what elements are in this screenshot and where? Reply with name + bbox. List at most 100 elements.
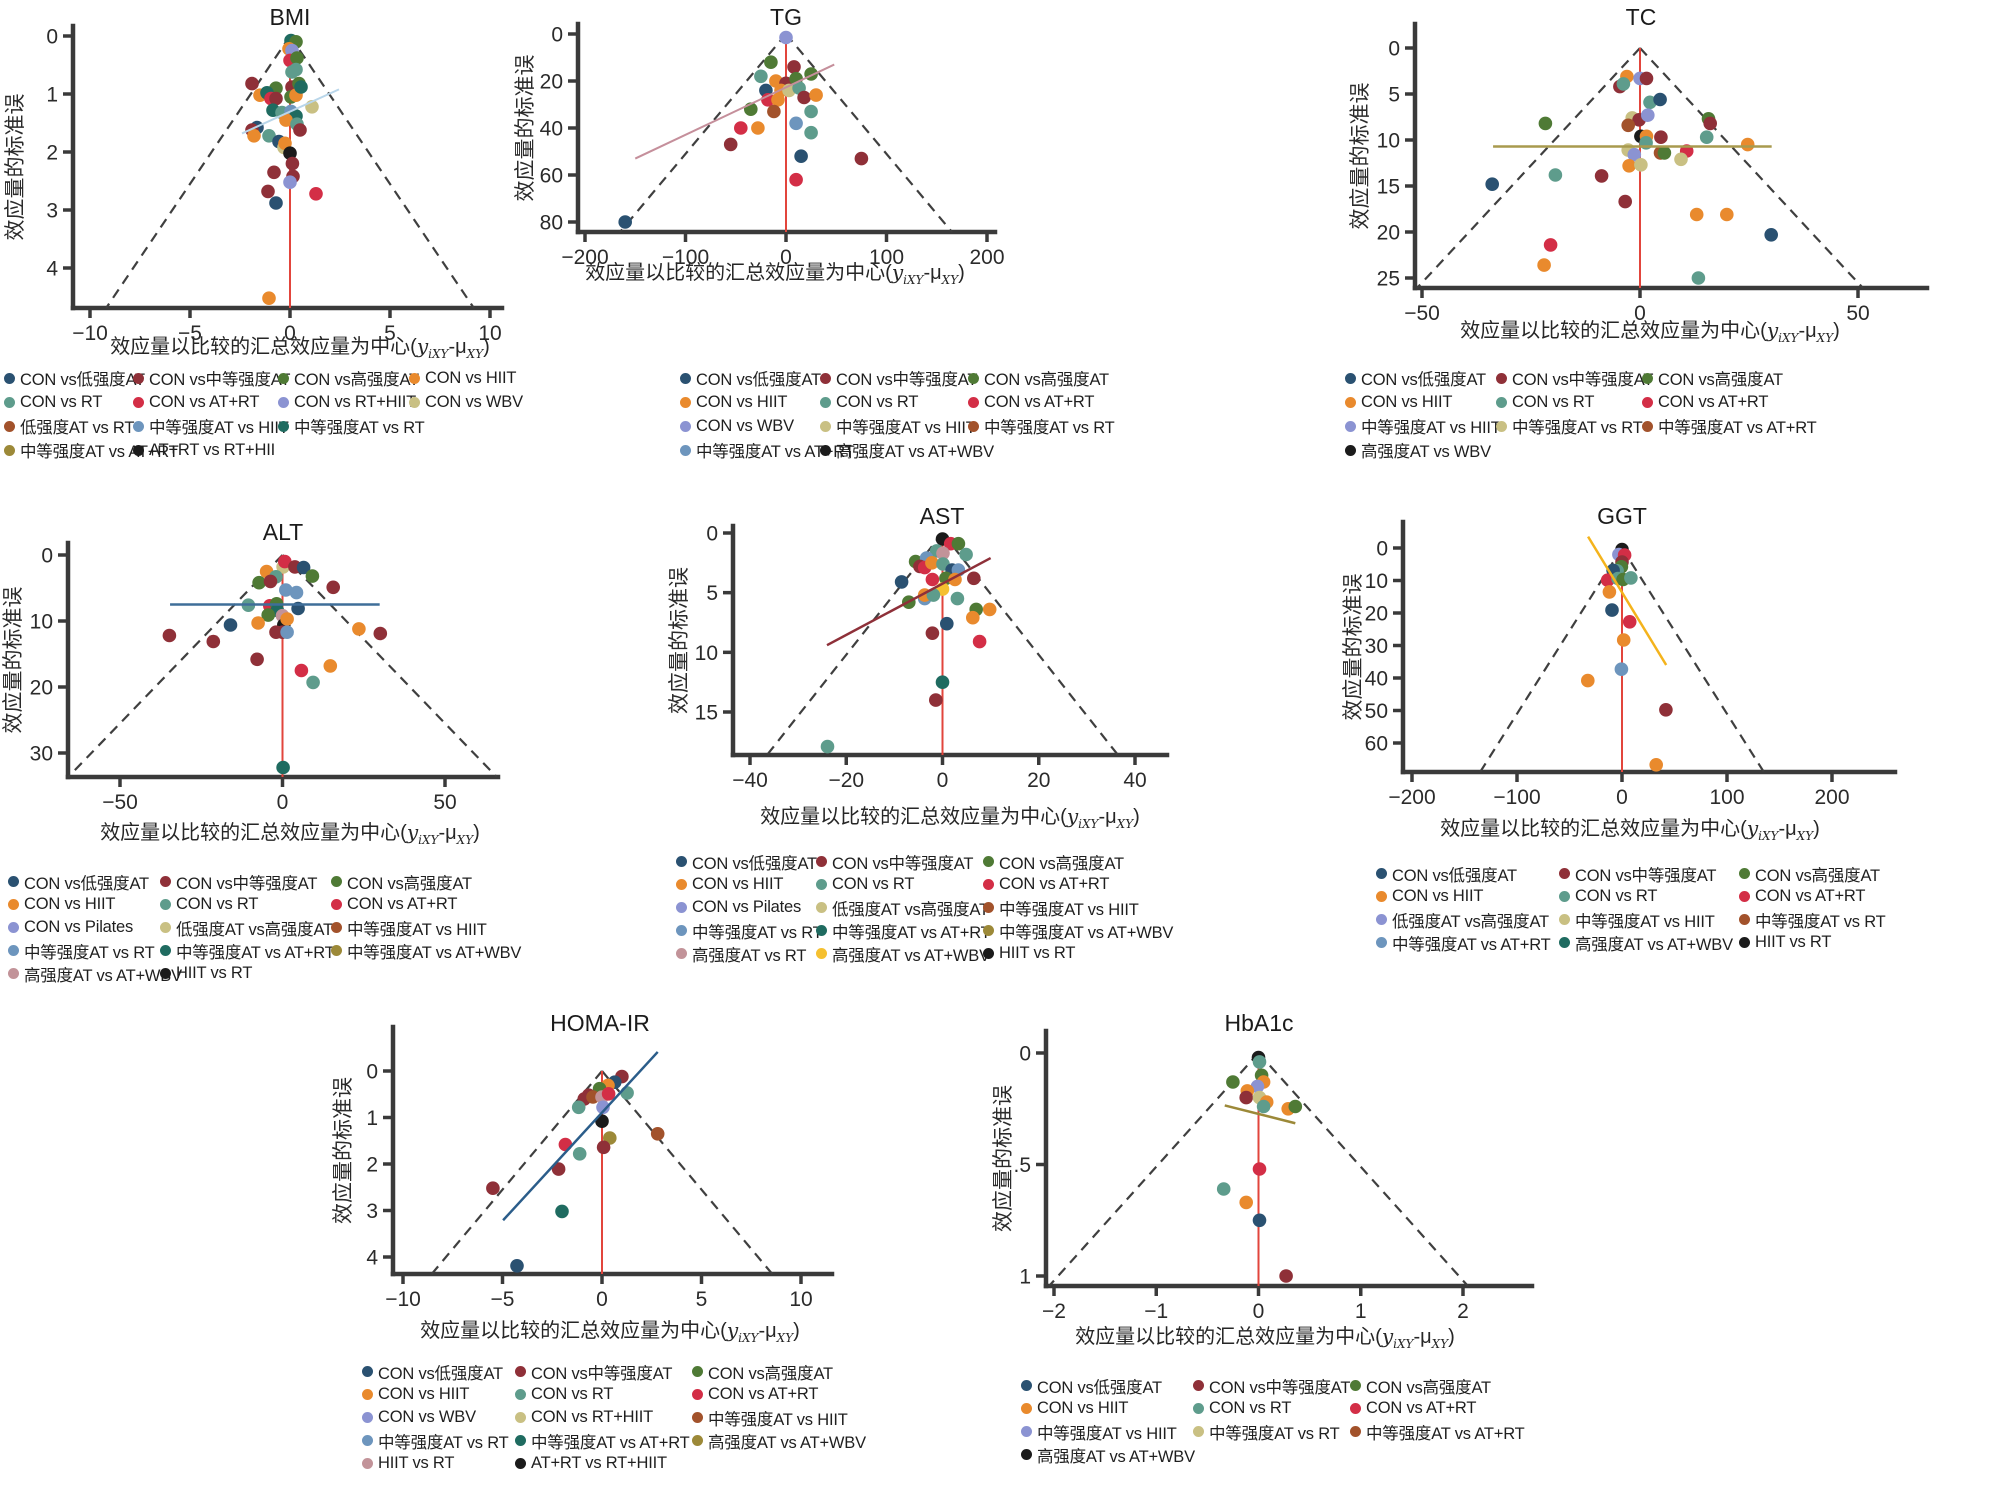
legend-item: CON vs RT [816, 875, 983, 894]
legend-item: HIIT vs RT [362, 1454, 515, 1473]
x-axis-label-part: 效应量以比较的汇总效应量为中心( [100, 822, 407, 844]
legend-item: HIIT vs RT [983, 944, 1075, 963]
legend-item-label: CON vs高强度AT [347, 874, 472, 893]
data-point [262, 291, 276, 306]
data-points [618, 30, 869, 229]
legend-item-label: CON vs WBV [696, 416, 794, 435]
data-point [929, 693, 943, 707]
x-axis-label-part: 效应量以比较的汇总效应量为中心( [1075, 1326, 1382, 1348]
regression-line [241, 88, 340, 135]
data-point [245, 76, 259, 91]
legend-item: 中等强度AT vs AT+RT [515, 1429, 692, 1453]
axis-spines [1412, 21, 1930, 291]
legend-item: CON vs低强度AT [1021, 1374, 1193, 1398]
x-axis-label-part: 效应量以比较的汇总效应量为中心( [1460, 320, 1767, 342]
legend-item-label: CON vs HIIT [1392, 887, 1484, 905]
legend-dot-icon [160, 922, 171, 933]
data-point [276, 760, 290, 775]
y-axis-label: 效应量的标准误 [668, 567, 691, 714]
legend: CON vs低强度AT CON vs中等强度AT CON vs高强度AT CON vs… [1345, 366, 1817, 462]
legend-dot-icon [8, 876, 19, 887]
data-point [1654, 130, 1668, 144]
x-axis-label-part: XY [776, 1331, 794, 1345]
data-point [269, 196, 283, 210]
data-point [1581, 673, 1595, 688]
x-axis-label-part: ) [1833, 320, 1840, 342]
legend-item: CON vs高强度AT [278, 366, 419, 390]
y-tick-label: 10 [1365, 570, 1388, 593]
legend-dot-icon [515, 1366, 526, 1377]
legend-item-label: 中等强度AT vs RT [1755, 912, 1886, 931]
data-point [1624, 571, 1638, 585]
legend-item-label: CON vs高强度AT [1755, 866, 1880, 885]
legend-item-label: CON vs低强度AT [20, 371, 145, 389]
legend-row: CON vs低强度AT CON vs中等强度AT CON vs高强度AT [676, 850, 1173, 873]
legend-dot-icon [1376, 868, 1387, 879]
x-tick-label: −2 [1042, 1300, 1066, 1323]
data-point [1659, 703, 1673, 717]
x-axis-label-part: y [1746, 816, 1759, 840]
data-point [278, 554, 292, 569]
x-axis-label-part: iXY [738, 1331, 759, 1345]
legend-item-label: CON vs RT [531, 1385, 614, 1403]
legend-item-label: 高强度AT vs AT+WBV [24, 966, 182, 985]
legend: CON vs低强度AT CON vs中等强度AT CON vs高强度AT CON vs… [4, 366, 523, 462]
legend-item: CON vs高强度AT [1739, 862, 1880, 886]
data-point [982, 602, 997, 617]
data-point [601, 1087, 616, 1101]
tick-labels: 0 1 2 3 4 −10 −5 0 5 10 [366, 1061, 812, 1311]
data-point [1239, 1090, 1253, 1105]
legend-item-label: CON vs低强度AT [24, 874, 149, 893]
data-point [1548, 168, 1563, 182]
legend-item-label: 中等强度AT vs RT [692, 923, 823, 942]
data-point [734, 121, 748, 135]
y-tick-label: 20 [30, 677, 53, 700]
legend-item: CON vs WBV [680, 417, 820, 436]
legend-item: CON vs RT [4, 393, 133, 412]
legend-row: CON vs HIIT CON vs RT CON vs AT+RT [362, 1383, 866, 1406]
legend-item-label: CON vs RT [1512, 392, 1595, 411]
y-tick-label: .5 [1013, 1154, 1031, 1177]
legend-item: CON vs HIIT [676, 875, 816, 894]
legend-item-label: AT+RT vs RT+HII [149, 440, 275, 459]
legend-item: CON vs HIIT [362, 1385, 515, 1404]
funnel-boundary-lines [766, 532, 1119, 756]
legend-item: 中等强度AT vs AT+RT [1350, 1420, 1525, 1444]
legend-dot-icon [8, 945, 19, 956]
data-point [894, 575, 909, 589]
data-point [950, 591, 965, 606]
data-point [252, 575, 266, 590]
data-point [1485, 177, 1499, 191]
legend-item-label: CON vs HIIT [425, 368, 517, 387]
legend-dot-icon [1376, 914, 1387, 925]
legend-item: CON vs HIIT [1376, 887, 1559, 906]
legend-dot-icon [1376, 891, 1387, 902]
legend-item-label: CON vs低强度AT [1361, 371, 1486, 389]
legend-item: 中等强度AT vs AT+RT [160, 939, 335, 963]
legend-item-label: 中等强度AT vs AT+WBV [347, 943, 522, 962]
x-tick-label: 0 [284, 322, 296, 345]
axis-ticks [63, 34, 492, 318]
legend-item: 低强度AT vs高强度AT [1376, 908, 1559, 932]
x-axis-label-part: 效应量以比较的汇总效应量为中心( [1440, 818, 1747, 840]
legend-dot-icon [676, 879, 687, 890]
legend-row: CON vs低强度AT CON vs中等强度AT CON vs高强度AT [8, 870, 521, 893]
legend-item: CON vs AT+RT [968, 393, 1094, 412]
legend-row: CON vs Pilates 低强度AT vs高强度AT 中等强度AT vs HII… [8, 916, 521, 939]
legend-dot-icon [680, 372, 691, 384]
legend-dot-icon [133, 444, 144, 456]
legend-item: CON vs RT [1193, 1399, 1350, 1418]
legend-row: CON vs Pilates 低强度AT vs高强度AT 中等强度AT vs HII… [676, 896, 1173, 919]
data-point [269, 91, 283, 106]
legend-dot-icon [1496, 372, 1507, 384]
axis-ticks [568, 32, 989, 242]
panel-title: TC [1625, 4, 1657, 30]
legend-item-label: CON vs中等强度AT [836, 371, 978, 389]
legend-dot-icon [278, 420, 289, 432]
legend-item: 低强度AT vs RT [4, 414, 134, 438]
legend-row: CON vs HIIT CON vs RT CON vs AT+RT [1376, 885, 1886, 908]
y-tick-label: 80 [540, 212, 563, 235]
legend-dot-icon [362, 1412, 373, 1423]
funnel-boundary-lines [1048, 1052, 1469, 1287]
legend-item-label: CON vs低强度AT [378, 1364, 503, 1383]
